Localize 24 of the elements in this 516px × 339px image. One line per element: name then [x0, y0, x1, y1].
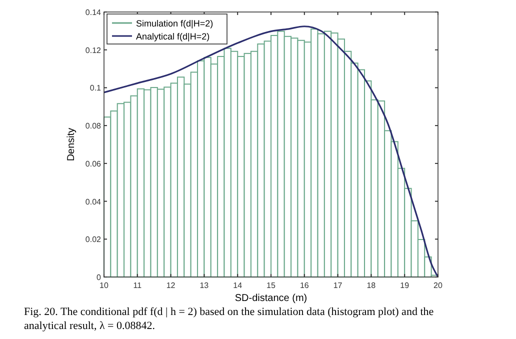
x-tick-label: 10	[100, 281, 109, 290]
x-tick-label: 11	[133, 281, 142, 290]
y-tick-label: 0.08	[85, 122, 102, 131]
x-tick-label: 13	[200, 281, 210, 290]
y-tick-label: 0.14	[85, 8, 102, 17]
x-tick-label: 19	[400, 281, 410, 290]
y-tick-label: 0.12	[85, 46, 102, 55]
x-tick-label: 20	[434, 281, 443, 290]
x-tick-label: 16	[300, 281, 310, 290]
x-tick-label: 17	[333, 281, 343, 290]
x-tick-label: 14	[233, 281, 243, 290]
y-tick-label: 0.04	[85, 197, 102, 206]
y-tick-label: 0.02	[85, 235, 102, 244]
y-axis-title: Density	[66, 128, 77, 162]
legend-label: Analytical f(d|H=2)	[136, 32, 210, 42]
y-tick-label: 0.1	[90, 84, 102, 93]
x-tick-label: 12	[166, 281, 176, 290]
x-axis-title: SD-distance (m)	[234, 293, 308, 304]
x-tick-label: 15	[266, 281, 276, 290]
caption: Fig. 20. The conditional pdf f(d | h = 2) based on the simulation data (histogram plot) and the analytical result, λ = 0.08842.	[24, 305, 435, 333]
y-tick-label: 0.06	[85, 159, 102, 168]
y-tick-label: 0	[96, 273, 102, 282]
legend-label: Simulation f(d|H=2)	[136, 18, 214, 28]
x-tick-label: 18	[366, 281, 376, 290]
